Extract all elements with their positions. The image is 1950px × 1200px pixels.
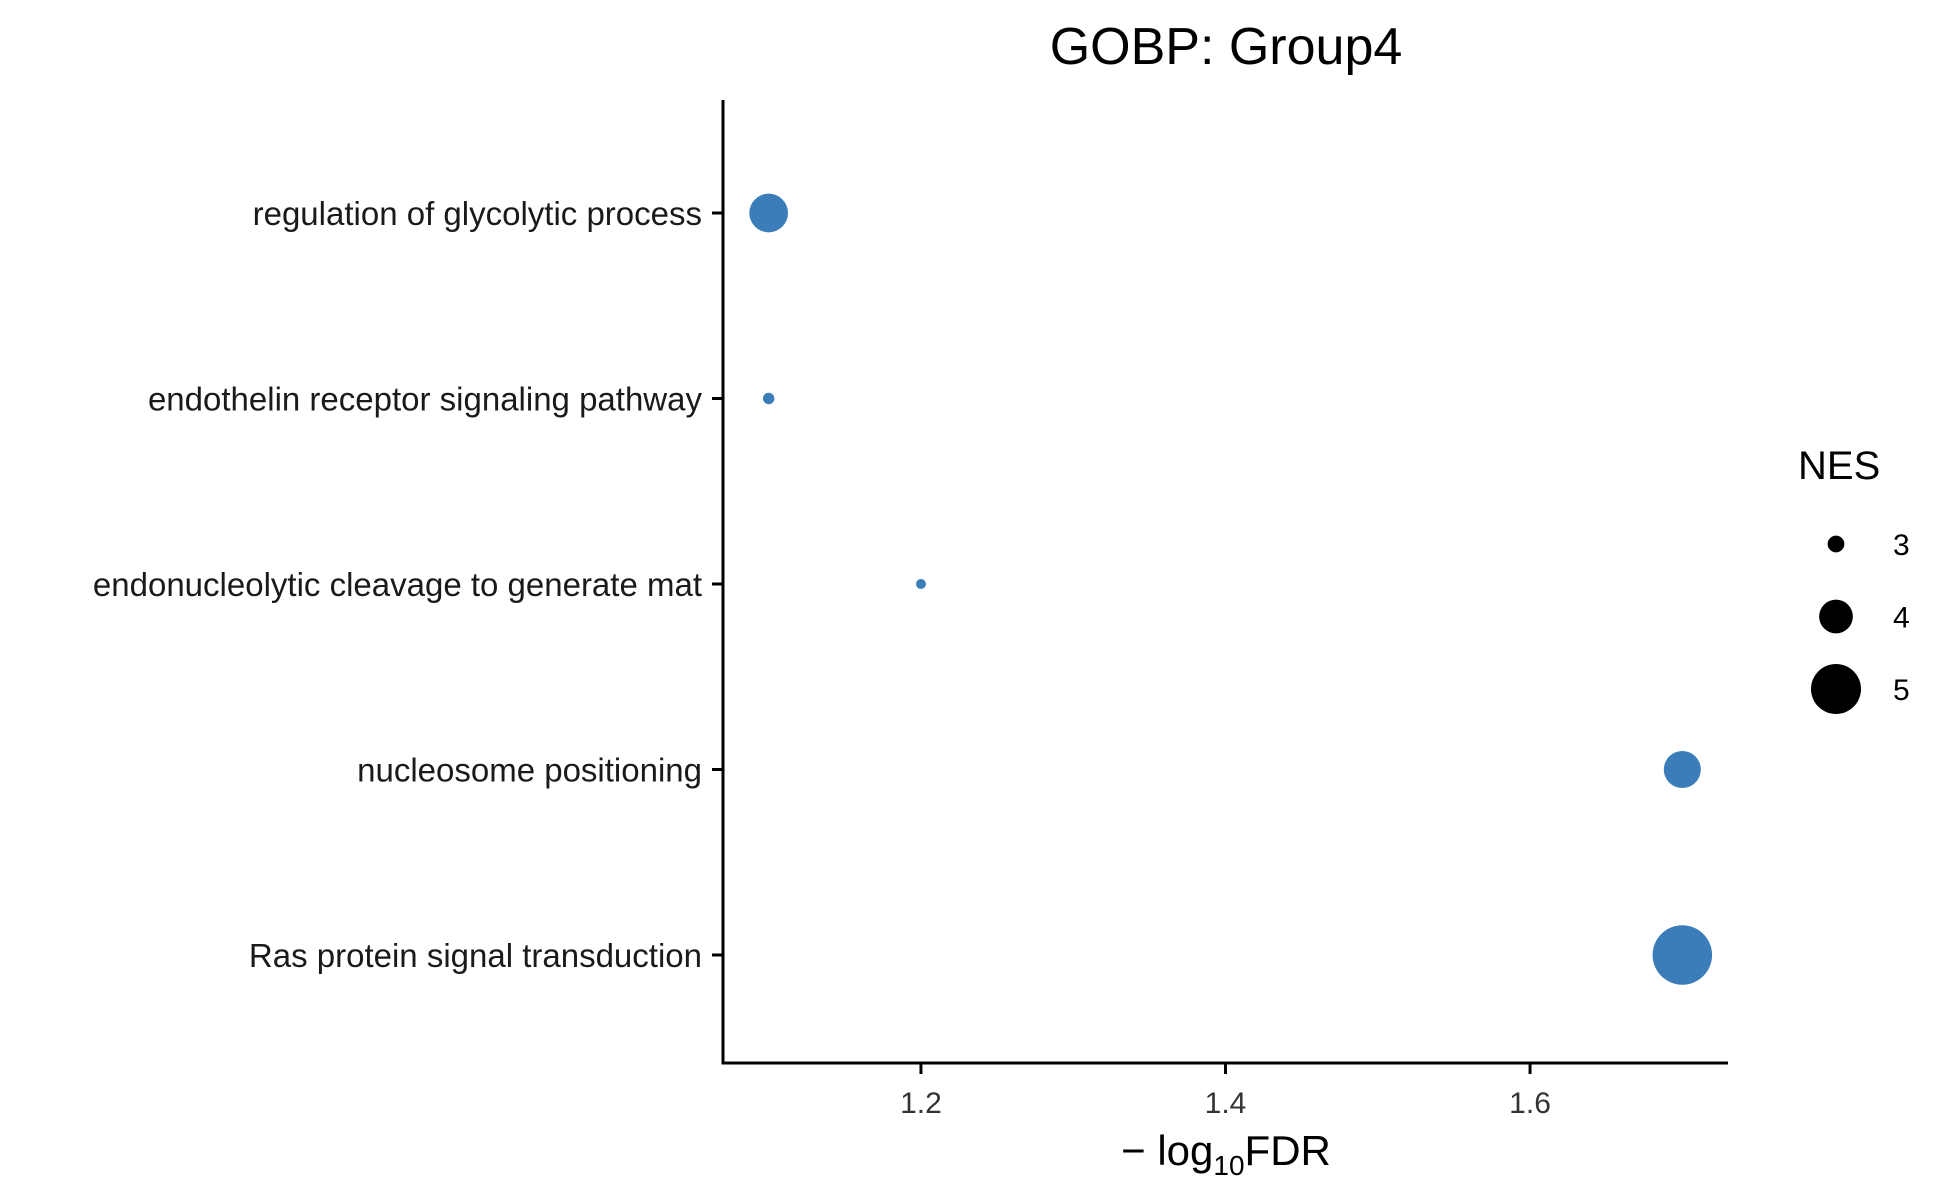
legend-title: NES (1798, 444, 1880, 488)
legend-key (1819, 599, 1853, 634)
y-tick-label: Ras protein signal transduction (249, 937, 702, 974)
y-tick-label: nucleosome positioning (357, 752, 702, 789)
chart-title: GOBP: Group4 (1050, 18, 1403, 76)
x-tick-label: 1.4 (1205, 1087, 1247, 1120)
legend-key (1827, 535, 1845, 553)
y-axis: regulation of glycolytic process endothel… (93, 100, 725, 1063)
legend-label: 3 (1893, 529, 1910, 562)
x-tick-label: 1.6 (1509, 1087, 1551, 1120)
data-point (762, 392, 775, 405)
y-tick-label: endonucleolytic cleavage to generate mat (93, 566, 702, 603)
legend-key (1811, 664, 1861, 714)
data-point (1663, 750, 1701, 789)
x-axis-title: − log10FDR (1121, 1127, 1331, 1181)
y-tick-label: endothelin receptor signaling pathway (148, 381, 703, 418)
size-legend: NES 3 4 5 (1798, 444, 1910, 714)
x-title-suffix: FDR (1245, 1127, 1331, 1174)
x-axis: 1.2 1.4 1.6 (721, 1061, 1728, 1120)
y-tick-label: regulation of glycolytic process (253, 195, 702, 232)
x-title-subscript: 10 (1213, 1150, 1244, 1181)
x-tick-label: 1.2 (900, 1087, 942, 1120)
data-point (915, 579, 926, 589)
x-title-minus: − (1121, 1127, 1157, 1174)
legend-label: 5 (1893, 674, 1910, 707)
data-point (749, 193, 789, 233)
x-title-log: log (1157, 1127, 1213, 1174)
data-point (1652, 925, 1713, 985)
data-points (749, 193, 1713, 985)
legend-label: 4 (1893, 602, 1910, 635)
